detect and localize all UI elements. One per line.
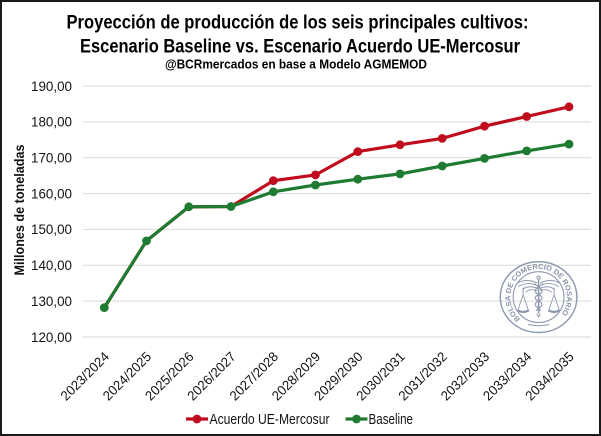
svg-text:Escenario Baseline vs. Escenar: Escenario Baseline vs. Escenario Acuerdo… [80,37,521,58]
svg-text:130,00: 130,00 [31,293,72,309]
svg-text:Millones de toneladas: Millones de toneladas [12,145,27,276]
svg-text:Proyección de producción de lo: Proyección de producción de los seis pri… [67,13,529,34]
svg-text:190,00: 190,00 [31,78,72,94]
svg-text:170,00: 170,00 [31,150,72,166]
svg-text:Acuerdo UE-Mercosur: Acuerdo UE-Mercosur [210,411,330,428]
svg-text:140,00: 140,00 [31,257,72,273]
svg-text:120,00: 120,00 [31,329,72,345]
svg-text:150,00: 150,00 [31,221,72,237]
svg-text:180,00: 180,00 [31,114,72,130]
svg-text:160,00: 160,00 [31,185,72,201]
svg-text:@BCRmercados en base a Modelo: @BCRmercados en base a Modelo AGMEMOD [165,58,427,72]
svg-text:Baseline: Baseline [369,411,414,428]
